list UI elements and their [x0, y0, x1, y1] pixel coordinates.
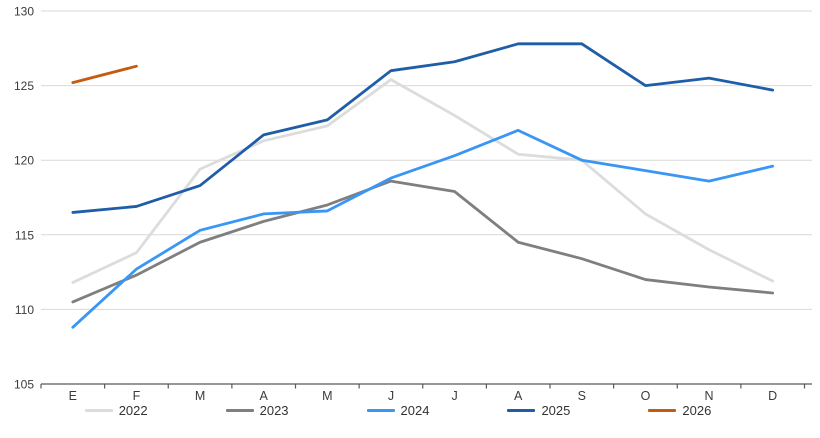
- legend-swatch-icon: [225, 409, 254, 412]
- legend-item-2026: 2026: [648, 403, 711, 418]
- chart-legend: 2022 2023 2024 2025 2026: [0, 403, 796, 418]
- x-axis-label: S: [578, 389, 586, 403]
- x-axis-label: M: [195, 389, 205, 403]
- legend-label: 2024: [400, 403, 430, 418]
- chart-plot-area: 105 110 115 120 125 130 E F M A M J J A S O N D: [14, 5, 812, 403]
- y-axis-label: 115: [15, 228, 34, 242]
- series-line-2026: [71, 64, 138, 85]
- x-axis-label: J: [451, 389, 457, 403]
- y-axis-label: 120: [14, 154, 34, 168]
- x-axis-label: D: [768, 389, 777, 403]
- legend-swatch-icon: [648, 409, 677, 412]
- legend-item-2022: 2022: [84, 403, 148, 418]
- series-line-2025: [71, 42, 775, 214]
- x-axis-label: O: [641, 389, 651, 403]
- x-axis-label: J: [388, 389, 394, 403]
- series-line-2024: [71, 128, 775, 329]
- x-axis-label: A: [260, 389, 269, 403]
- x-axis-label: M: [322, 389, 332, 403]
- y-axis-label: 105: [14, 378, 34, 392]
- legend-swatch-icon: [366, 409, 395, 412]
- legend-label: 2023: [259, 403, 289, 418]
- series-line-2023: [71, 179, 775, 304]
- x-axis-label: A: [514, 389, 523, 403]
- legend-swatch-icon: [507, 409, 536, 412]
- y-axis-label: 125: [14, 79, 34, 93]
- x-axis-label: E: [69, 389, 77, 403]
- series-line-2022: [71, 78, 775, 284]
- legend-item-2025: 2025: [507, 403, 570, 418]
- x-axis-label: F: [133, 389, 141, 403]
- legend-label: 2025: [541, 403, 571, 418]
- x-axis-label: N: [705, 389, 714, 403]
- legend-label: 2022: [118, 403, 148, 418]
- y-axis-label: 130: [14, 5, 34, 19]
- legend-label: 2026: [682, 403, 712, 418]
- legend-item-2023: 2023: [225, 403, 289, 418]
- legend-item-2024: 2024: [366, 403, 430, 418]
- y-axis-label: 110: [15, 303, 34, 317]
- legend-swatch-icon: [84, 409, 113, 412]
